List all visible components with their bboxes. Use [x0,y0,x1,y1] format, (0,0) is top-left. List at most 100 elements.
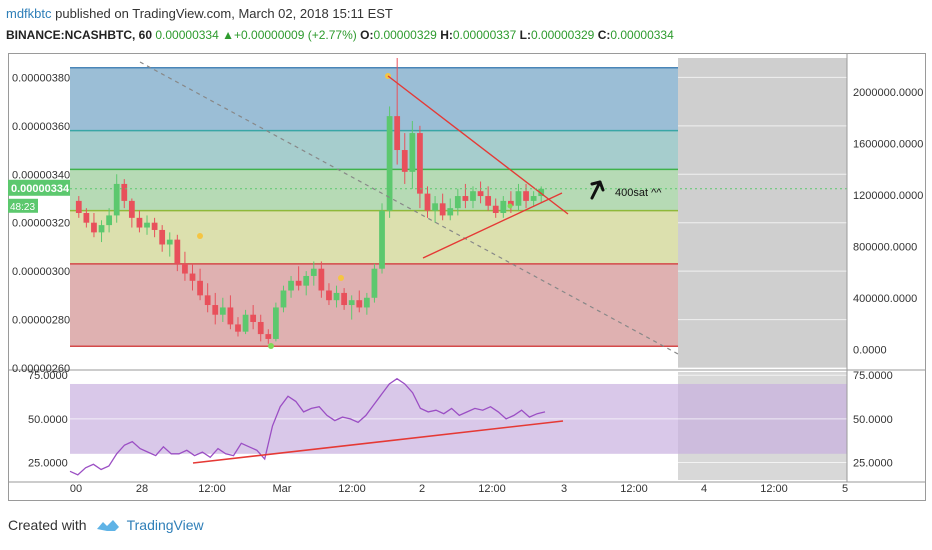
footer: Created with TradingView [8,517,204,533]
candle-body [371,268,378,298]
rsi-tick-label-left: 75.0000 [28,370,68,382]
candle-body [485,196,492,206]
candle-body [204,295,211,306]
candle-body [128,200,135,218]
candle-body [98,225,105,233]
rsi-tick-label-right: 50.0000 [853,414,893,426]
time-tick-label: 4 [701,483,707,495]
candle-body [250,314,257,322]
time-tick-label: 00 [70,483,82,495]
candle-body [341,292,347,306]
candle-body [417,133,423,194]
price-tick-label: 0.00000340 [12,169,70,181]
candle-body [470,191,476,201]
rsi-tick-label-right: 75.0000 [853,370,893,382]
rsi-tick-label-left: 25.0000 [28,458,68,470]
candle-body [538,188,545,197]
candle-body [151,222,158,230]
candle-body [379,210,385,269]
fib-zone [70,67,678,131]
candle-body [492,205,499,213]
candle-body [432,203,438,211]
marker-dot [507,203,513,209]
volume-tick-label: 800000.0000 [853,242,917,254]
candle-body [348,300,355,306]
candle-body [303,275,310,286]
price-tick-label: 0.00000300 [12,266,70,278]
time-tick-label: 3 [561,483,567,495]
candle-body [288,280,294,291]
price-tick-label: 0.00000380 [12,72,70,84]
price-tick-label: 0.00000280 [12,315,70,327]
current-price-text: 0.00000334 [11,183,70,195]
candle-body [477,191,484,197]
price-tick-label: 0.00000320 [12,218,70,230]
close-label: C: [597,28,611,42]
candle-body [424,193,431,211]
volume-tick-label: 0.0000 [853,345,887,357]
candle-body [530,196,537,201]
author-link[interactable]: mdfkbtc [6,6,52,21]
candle-body [227,307,234,325]
time-tick-label: 5 [842,483,848,495]
candle-body [326,290,332,301]
annotation-text: 400sat ^^ [615,187,662,199]
candle-body [523,191,529,201]
rsi-tick-label-right: 25.0000 [853,458,893,470]
tradingview-link[interactable]: TradingView [126,517,204,533]
time-tick-label: Mar [273,483,292,495]
symbol-label: BINANCE:NCASHBTC, 60 [6,28,153,42]
candle-body [257,321,264,335]
time-tick-label: 12:00 [478,483,506,495]
candle-body [318,268,325,291]
time-tick-label: 12:00 [198,483,226,495]
marker-dot [338,275,344,281]
rsi-tick-label-left: 50.0000 [28,414,68,426]
price-tick-label: 0.00000260 [12,363,70,375]
chart-frame [8,53,926,501]
volume-tick-label: 1200000.0000 [853,190,923,202]
time-tick-label: 12:00 [338,483,366,495]
high-label: H: [440,28,453,42]
candle-body [91,222,97,233]
support-trendline [422,192,563,259]
candle-body [394,116,401,151]
candle-body [83,213,90,223]
candle-body [333,292,340,301]
candle-body [159,229,166,245]
ohlc-line: BINANCE:NCASHBTC, 60 0.00000334 ▲+0.0000… [6,28,674,42]
candle-body [500,200,507,213]
candle-body [166,239,173,245]
marker-dot [197,233,203,239]
candle-body [508,200,514,206]
tradingview-logo-icon [96,520,119,531]
candle-body [439,203,446,216]
price-tick-label: 0.00000360 [12,121,70,133]
publish-line: mdfkbtc published on TradingView.com, Ma… [6,6,393,21]
rsi-trendline [192,420,564,464]
rsi-line [69,377,546,476]
open-label: O: [360,28,374,42]
time-tick-label: 2 [419,483,425,495]
marker-dot [268,343,274,349]
current-price-tag [8,179,70,196]
candle-body [182,263,188,274]
candle-body [121,183,128,201]
fib-zone [70,130,678,170]
volume-tick-label: 400000.0000 [853,293,917,305]
candle-body [174,239,181,264]
time-tick-label: 12:00 [760,483,788,495]
candle-body [454,196,461,209]
close-value: 0.00000334 [610,28,674,42]
created-with-text: Created with [8,517,87,533]
last-price: 0.00000334 [155,28,219,42]
candle-body [75,200,82,213]
candle-body [447,208,454,216]
publish-info: published on TradingView.com, March 02, … [51,6,393,21]
candle-body [242,314,249,332]
high-value: 0.00000337 [452,28,517,42]
candle-body [386,116,393,211]
low-value: 0.00000329 [530,28,595,42]
candle-body [409,133,416,172]
